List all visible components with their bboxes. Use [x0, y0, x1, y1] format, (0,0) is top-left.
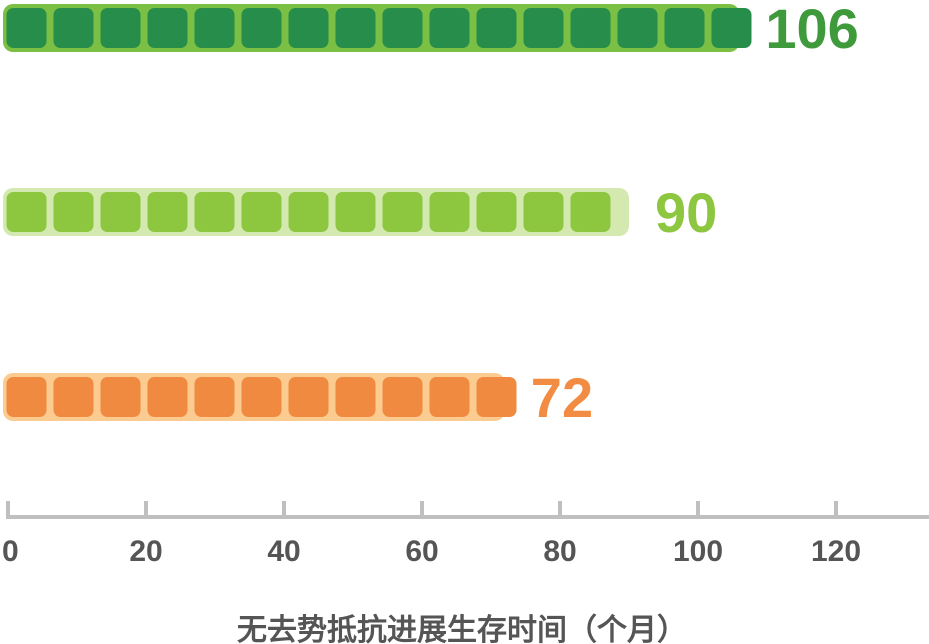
bar-segment	[241, 377, 282, 417]
bar-segment	[429, 377, 470, 417]
x-tick-label: 100	[673, 535, 723, 568]
bar-segment	[664, 8, 705, 48]
bar-segment	[570, 8, 611, 48]
x-axis-ticks: 0 20 40 60 80 100 120	[2, 501, 861, 568]
x-tick-label: 60	[405, 535, 438, 568]
x-tick-label: 80	[543, 535, 576, 568]
bar-segment	[194, 377, 235, 417]
bar-segment	[288, 192, 329, 232]
value-label: 72	[531, 366, 593, 429]
bar-segment	[288, 8, 329, 48]
bar-segment	[476, 192, 517, 232]
bar-segment	[241, 8, 282, 48]
x-tick-label: 20	[129, 535, 162, 568]
bar-segment	[147, 8, 188, 48]
bar-segment	[194, 8, 235, 48]
bar-segment	[711, 8, 752, 48]
value-label: 106	[765, 0, 858, 60]
bar-segment	[100, 8, 141, 48]
bar-segment	[6, 8, 47, 48]
bar-segment	[429, 192, 470, 232]
bar-segment	[476, 377, 517, 417]
x-tick-label: 0	[2, 535, 19, 568]
x-tick-label: 40	[267, 535, 300, 568]
bar-segment	[241, 192, 282, 232]
bar-segment	[617, 8, 658, 48]
bar-segment	[382, 8, 423, 48]
x-tick-label: 120	[811, 535, 861, 568]
bar-segment	[53, 192, 94, 232]
bar-segment	[53, 8, 94, 48]
bar-segment	[100, 377, 141, 417]
bar-segment	[382, 377, 423, 417]
bars-group	[3, 4, 752, 421]
value-labels-group: 106 90 72	[531, 0, 859, 429]
bar-segment	[53, 377, 94, 417]
x-axis-title: 无去势抵抗进展生存时间（个月）	[237, 613, 687, 644]
bar-segment	[476, 8, 517, 48]
bar-segment	[382, 192, 423, 232]
bar-segment	[194, 192, 235, 232]
value-label: 90	[655, 181, 717, 244]
bar-segment	[523, 8, 564, 48]
bar-segment	[147, 377, 188, 417]
bar-segment	[523, 192, 564, 232]
bar-segment	[335, 377, 376, 417]
bar-segment	[147, 192, 188, 232]
bar-segment	[570, 192, 611, 232]
bar-segment	[6, 192, 47, 232]
bar-segment	[100, 192, 141, 232]
bar-segment	[288, 377, 329, 417]
bar-segment	[335, 192, 376, 232]
bar-segment	[6, 377, 47, 417]
bar-segment	[335, 8, 376, 48]
bar-segment	[429, 8, 470, 48]
